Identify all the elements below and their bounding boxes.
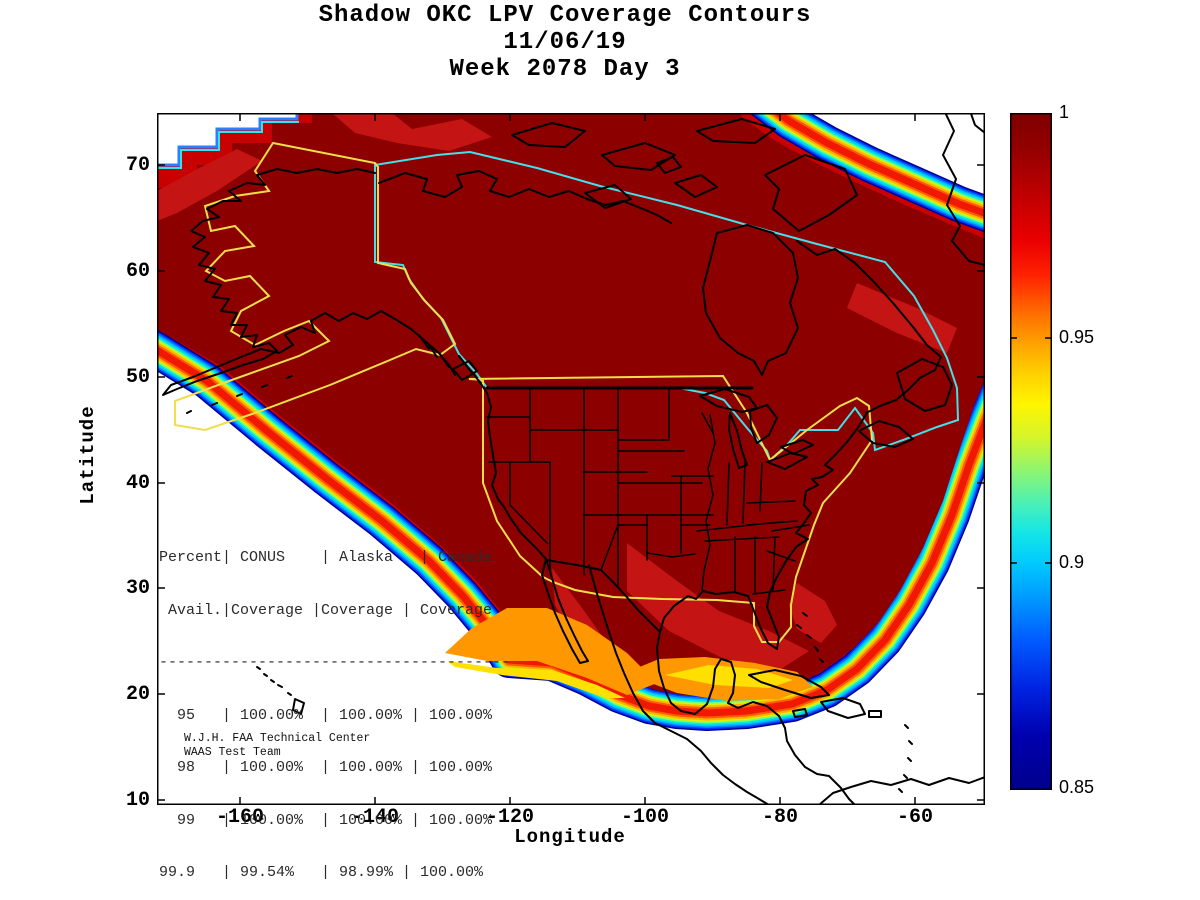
table-line: 99 | 100.00% | 100.00% | 100.00% bbox=[159, 811, 493, 829]
colorbar-gradient bbox=[1010, 113, 1052, 790]
colorbar bbox=[1010, 113, 1052, 790]
y-tick-label: 30 bbox=[125, 577, 150, 600]
attribution-line: W.J.H. FAA Technical Center bbox=[184, 732, 371, 745]
x-tick-label: -160 bbox=[215, 806, 264, 829]
table-line: Avail.|Coverage |Coverage | Coverage bbox=[159, 601, 493, 619]
alaska-boundary-line bbox=[174, 141, 457, 432]
plot-frame bbox=[157, 113, 985, 805]
page-title: Shadow OKC LPV Coverage Contours bbox=[318, 2, 812, 29]
attribution: W.J.H. FAA Technical Center WAAS Test Te… bbox=[184, 732, 370, 760]
x-tick-label: -120 bbox=[485, 806, 534, 829]
availability-table: Percent| CONUS | Alaska | Canada Avail.|… bbox=[159, 514, 510, 900]
coastlines bbox=[162, 113, 985, 805]
y-tick-label: 70 bbox=[125, 154, 150, 177]
y-tick-label: 60 bbox=[125, 260, 150, 283]
table-line: --------------------------------------- bbox=[159, 654, 511, 671]
coverage-map bbox=[157, 113, 985, 805]
attribution-line: WAAS Test Team bbox=[184, 746, 281, 759]
table-line: 98 | 100.00% | 100.00% | 100.00% bbox=[159, 759, 493, 776]
y-tick-label: 20 bbox=[125, 683, 150, 706]
plot-area bbox=[157, 113, 985, 805]
colorbar-tick-label: 0.85 bbox=[1059, 777, 1095, 797]
axis-ticks bbox=[157, 113, 985, 805]
x-tick-label: -80 bbox=[761, 806, 798, 829]
x-axis-label: Longitude bbox=[514, 826, 626, 848]
x-tick-label: -60 bbox=[896, 806, 933, 829]
colorbar-tick-label: 0.95 bbox=[1059, 327, 1095, 347]
table-line: 95 | 100.00% | 100.00% | 100.00% bbox=[159, 706, 493, 724]
y-tick-label: 40 bbox=[125, 472, 150, 495]
y-tick-label: 50 bbox=[125, 366, 150, 389]
table-line: 99.9 | 99.54% | 98.99% | 100.00% bbox=[159, 864, 484, 881]
title-date: 11/06/19 bbox=[503, 29, 627, 56]
coverage-interior bbox=[157, 113, 985, 697]
staircase-fringe-cyan bbox=[157, 121, 299, 169]
x-tick-label: -140 bbox=[350, 806, 399, 829]
table-line: Percent| CONUS | Alaska | Canada bbox=[159, 549, 493, 566]
colorbar-tick-label: 0.9 bbox=[1059, 552, 1085, 572]
x-tick-label: -100 bbox=[620, 806, 669, 829]
y-axis-label: Latitude bbox=[77, 405, 99, 505]
title-week-day: Week 2078 Day 3 bbox=[449, 56, 681, 83]
y-tick-label: 10 bbox=[125, 789, 150, 812]
staircase-fringe-blue bbox=[157, 113, 299, 167]
state-borders bbox=[485, 386, 810, 595]
colorbar-tick-label: 1 bbox=[1059, 102, 1070, 122]
